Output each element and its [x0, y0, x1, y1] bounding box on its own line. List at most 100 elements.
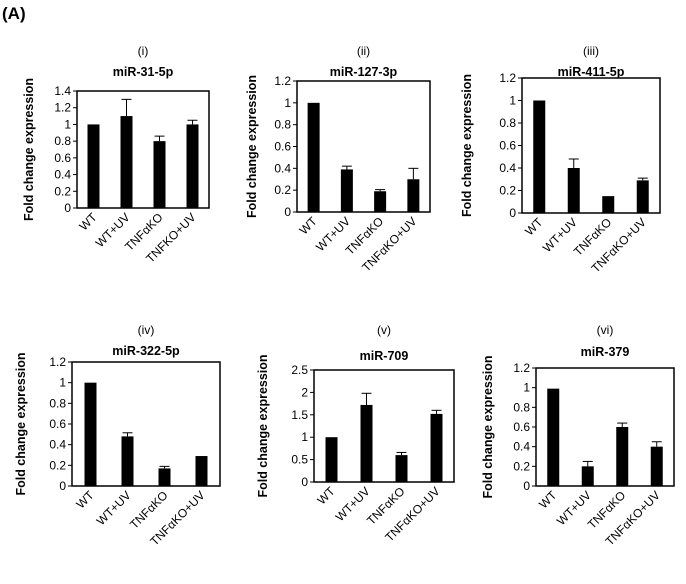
- chart-title: miR-127-3p: [330, 65, 398, 79]
- bar: [158, 468, 171, 486]
- y-tick-label: 0.8: [54, 134, 71, 148]
- chart-panel: (vi) miR-379 0 0.2 0.4 0.6 0.8 1 1.2 Fold change …: [481, 323, 675, 549]
- bar: [340, 169, 353, 212]
- y-tick-label: 0.4: [499, 161, 516, 175]
- bar: [325, 437, 338, 482]
- bar: [430, 413, 443, 482]
- y-tick-label: 0: [59, 479, 66, 493]
- category-label: WT: [536, 488, 560, 512]
- y-tick-label: 0.6: [513, 420, 530, 434]
- bar: [650, 446, 663, 486]
- y-axis-label: Fold change expression: [14, 352, 28, 495]
- bar: [395, 455, 408, 482]
- y-tick-label: 0: [301, 475, 308, 489]
- y-tick-label: 1.2: [54, 101, 71, 115]
- y-tick-label: 0.8: [49, 396, 66, 410]
- y-tick-label: 2: [301, 385, 308, 399]
- bar: [547, 388, 560, 486]
- y-tick-label: 0.2: [49, 458, 66, 472]
- panel-label: (vi): [597, 323, 614, 337]
- bar: [581, 466, 594, 486]
- bar: [374, 191, 387, 212]
- y-tick-label: 1.5: [291, 408, 308, 422]
- y-axis-label: Fold change expression: [256, 354, 270, 497]
- chart-panel: (v) miR-709 0 0.5 1 1.5 2 2.5 Fold change expres…: [256, 323, 455, 545]
- category-label: WT: [522, 215, 546, 239]
- category-label: WT: [74, 488, 98, 512]
- y-tick-label: 0: [284, 205, 291, 219]
- plot-frame: [76, 90, 210, 209]
- y-tick-label: 0.8: [513, 400, 530, 414]
- chart-panel: (i) miR-31-5p 0 0.2 0.4 0.6 0.8 1 1.2 1.4 Fold cha…: [22, 44, 210, 266]
- category-label: WT: [315, 484, 339, 508]
- chart-title: miR-411-5p: [558, 65, 625, 79]
- y-tick-label: 0: [64, 201, 71, 215]
- y-tick-label: 0.2: [499, 184, 516, 198]
- y-tick-label: 0.2: [54, 184, 71, 198]
- y-tick-label: 1: [301, 430, 308, 444]
- bar: [186, 124, 199, 208]
- panel-label: (iv): [138, 323, 155, 337]
- bar: [195, 456, 208, 486]
- y-axis-label: Fold change expression: [460, 74, 474, 217]
- bar: [360, 404, 373, 482]
- y-tick-label: 0.6: [54, 151, 71, 165]
- panel-label: (i): [138, 44, 149, 58]
- y-tick-label: 1.4: [54, 84, 71, 98]
- chart-panel: (iii) miR-411-5p 0 0.2 0.4 0.6 0.8 1 1.2 Fold cha…: [460, 44, 661, 276]
- bar: [533, 100, 546, 213]
- y-tick-label: 0: [523, 479, 530, 493]
- y-tick-label: 1: [523, 381, 530, 395]
- chart-title: miR-322-5p: [112, 344, 180, 358]
- bar: [407, 179, 420, 212]
- y-tick-label: 1: [64, 117, 71, 131]
- y-tick-label: 0.6: [499, 139, 516, 153]
- y-tick-label: 2.5: [291, 363, 308, 377]
- y-tick-label: 0: [509, 206, 516, 220]
- bar: [616, 427, 629, 486]
- y-tick-label: 0.2: [274, 183, 291, 197]
- panel-label: (ii): [357, 44, 370, 58]
- bar: [121, 436, 134, 486]
- bar: [567, 168, 580, 213]
- y-tick-label: 1: [59, 376, 66, 390]
- category-label: WT: [77, 210, 101, 234]
- y-tick-label: 0.8: [274, 118, 291, 132]
- chart-panel: (ii) miR-127-3p 0 0.2 0.4 0.6 0.8 1 1.2 Fold chan…: [245, 44, 431, 275]
- y-tick-label: 0.6: [49, 417, 66, 431]
- y-tick-label: 0.4: [274, 161, 291, 175]
- y-tick-label: 0.4: [49, 438, 66, 452]
- bar: [307, 102, 320, 212]
- bar: [636, 180, 649, 213]
- y-tick-label: 1.2: [499, 71, 516, 85]
- y-axis-label: Fold change expression: [481, 355, 495, 498]
- plot-frame: [313, 369, 455, 483]
- y-tick-label: 1.2: [49, 355, 66, 369]
- figure-label: (A): [2, 4, 26, 23]
- y-tick-label: 1: [509, 94, 516, 108]
- y-tick-label: 0.8: [499, 116, 516, 130]
- chart-panel: (iv) miR-322-5p 0 0.2 0.4 0.6 0.8 1 1.2 Fold chan…: [14, 323, 221, 549]
- bar: [120, 116, 133, 208]
- bar: [602, 196, 615, 213]
- category-label: WT: [297, 214, 321, 238]
- chart-title: miR-709: [360, 349, 409, 363]
- chart-title: miR-31-5p: [113, 65, 174, 79]
- bar: [87, 124, 100, 208]
- y-tick-label: 0.2: [513, 459, 530, 473]
- y-tick-label: 0.4: [54, 168, 71, 182]
- panel-label: (iii): [583, 44, 599, 58]
- chart-title: miR-379: [581, 345, 630, 359]
- y-tick-label: 1: [284, 96, 291, 110]
- y-tick-label: 0.4: [513, 440, 530, 454]
- bar: [153, 141, 166, 208]
- y-tick-label: 1.2: [513, 361, 530, 375]
- panel-label: (v): [377, 323, 391, 337]
- bar: [84, 382, 97, 486]
- y-tick-label: 0.5: [291, 453, 308, 467]
- y-tick-label: 0.6: [274, 140, 291, 154]
- y-axis-label: Fold change expression: [22, 78, 36, 221]
- y-axis-label: Fold change expression: [245, 75, 259, 218]
- y-tick-label: 1.2: [274, 74, 291, 88]
